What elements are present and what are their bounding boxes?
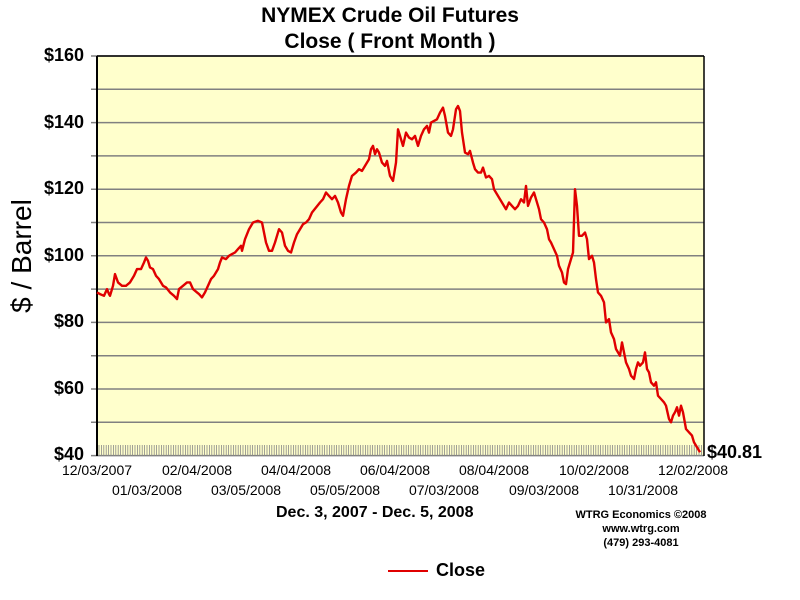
chart-title: NYMEX Crude Oil Futures [261, 4, 519, 27]
source-credit: WTRG Economics ©2008 www.wtrg.com (479) … [556, 508, 726, 550]
legend-label: Close [436, 560, 486, 580]
legend-line-swatch [388, 569, 428, 572]
y-tick: $60 [53, 378, 84, 398]
x-tick: 02/04/2008 [161, 462, 233, 478]
x-tick: 04/04/2008 [260, 462, 332, 478]
x-axis-title: Dec. 3, 2007 - Dec. 5, 2008 [276, 504, 474, 521]
close-series-line [96, 104, 702, 453]
x-tick: 07/03/2008 [408, 482, 480, 498]
x-tick: 12/03/2007 [61, 462, 133, 478]
credit-phone: (479) 293-4081 [603, 537, 679, 549]
x-tick: 08/04/2008 [458, 462, 530, 478]
x-tick: 12/02/2008 [657, 462, 729, 478]
x-tick: 01/03/2008 [111, 482, 183, 498]
x-tick: 03/05/2008 [210, 482, 282, 498]
legend: Close [388, 560, 485, 581]
credit-website: www.wtrg.com [602, 523, 680, 535]
y-tick: $40 [53, 444, 84, 464]
x-tick: 09/03/2008 [508, 482, 580, 498]
last-value-label: $40.81 [707, 442, 763, 462]
y-tick: $140 [43, 112, 84, 132]
credit-company: WTRG Economics ©2008 [575, 509, 707, 521]
x-tick: 10/02/2008 [558, 462, 630, 478]
y-tick: $160 [43, 45, 84, 65]
x-tick: 05/05/2008 [309, 482, 381, 498]
y-tick: $100 [43, 245, 84, 265]
y-tick: $80 [53, 311, 84, 331]
x-minor-ticks [98, 445, 705, 456]
y-axis-ticks: $160 $140 $120 $100 $80 $60 $40 [0, 0, 84, 600]
chart-subtitle: Close ( Front Month ) [284, 30, 496, 53]
y-tick: $120 [43, 178, 84, 198]
x-tick: 06/04/2008 [359, 462, 431, 478]
x-tick: 10/31/2008 [607, 482, 679, 498]
